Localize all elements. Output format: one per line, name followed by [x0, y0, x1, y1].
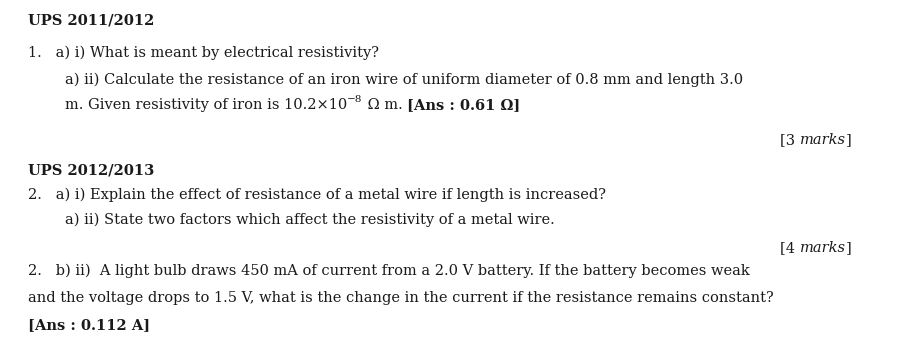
Text: [3: [3 [780, 133, 800, 147]
Text: a) ii) Calculate the resistance of an iron wire of uniform diameter of 0.8 mm an: a) ii) Calculate the resistance of an ir… [65, 73, 743, 87]
Text: −8: −8 [347, 96, 363, 105]
Text: 1.   a) i) What is meant by electrical resistivity?: 1. a) i) What is meant by electrical res… [28, 46, 379, 60]
Text: m. Given resistivity of iron is 10.2×10: m. Given resistivity of iron is 10.2×10 [65, 98, 347, 112]
Text: UPS 2011/2012: UPS 2011/2012 [28, 13, 154, 27]
Text: a) ii) State two factors which affect the resistivity of a metal wire.: a) ii) State two factors which affect th… [65, 212, 555, 227]
Text: and the voltage drops to 1.5 V, what is the change in the current if the resista: and the voltage drops to 1.5 V, what is … [28, 291, 774, 305]
Text: UPS 2012/2013: UPS 2012/2013 [28, 163, 154, 177]
Text: ]: ] [845, 241, 852, 255]
Text: 2.   a) i) Explain the effect of resistance of a metal wire if length is increas: 2. a) i) Explain the effect of resistanc… [28, 188, 606, 202]
Text: [Ans : 0.112 A]: [Ans : 0.112 A] [28, 318, 151, 332]
Text: marks: marks [800, 133, 845, 147]
Text: [Ans : 0.61 Ω]: [Ans : 0.61 Ω] [407, 98, 521, 112]
Text: [4: [4 [780, 241, 800, 255]
Text: marks: marks [800, 241, 845, 255]
Text: Ω m.: Ω m. [363, 98, 407, 112]
Text: 2.   b) ii)  A light bulb draws 450 mA of current from a 2.0 V battery. If the b: 2. b) ii) A light bulb draws 450 mA of c… [28, 264, 750, 278]
Text: ]: ] [845, 133, 852, 147]
